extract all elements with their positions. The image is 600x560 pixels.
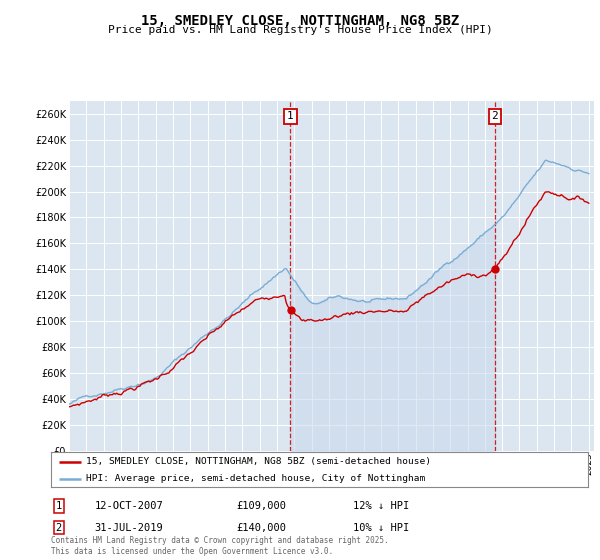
Text: Contains HM Land Registry data © Crown copyright and database right 2025.
This d: Contains HM Land Registry data © Crown c… [51,536,389,556]
Text: Price paid vs. HM Land Registry's House Price Index (HPI): Price paid vs. HM Land Registry's House … [107,25,493,35]
Text: HPI: Average price, semi-detached house, City of Nottingham: HPI: Average price, semi-detached house,… [86,474,425,483]
Text: 31-JUL-2019: 31-JUL-2019 [95,522,163,533]
Text: 15, SMEDLEY CLOSE, NOTTINGHAM, NG8 5BZ (semi-detached house): 15, SMEDLEY CLOSE, NOTTINGHAM, NG8 5BZ (… [86,458,431,466]
Text: 10% ↓ HPI: 10% ↓ HPI [353,522,409,533]
Text: 1: 1 [56,501,62,511]
Text: 2: 2 [56,522,62,533]
Text: £140,000: £140,000 [236,522,286,533]
Text: 12% ↓ HPI: 12% ↓ HPI [353,501,409,511]
Text: 15, SMEDLEY CLOSE, NOTTINGHAM, NG8 5BZ: 15, SMEDLEY CLOSE, NOTTINGHAM, NG8 5BZ [141,14,459,28]
Text: 12-OCT-2007: 12-OCT-2007 [95,501,163,511]
Text: £109,000: £109,000 [236,501,286,511]
Text: 1: 1 [287,111,294,122]
Text: 2: 2 [491,111,498,122]
